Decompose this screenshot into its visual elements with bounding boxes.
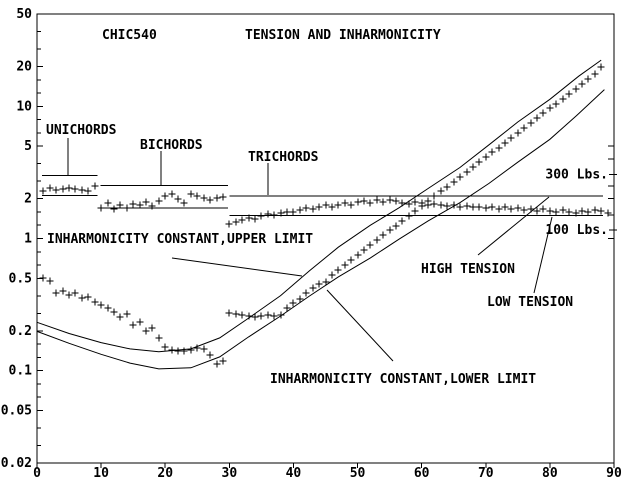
inharmonicity-lower-limit-curve <box>36 89 605 370</box>
x-axis-tick-label: 40 <box>286 466 302 480</box>
y-axis-tick-label: 10 <box>16 99 32 114</box>
upper-limit-label: INHARMONICITY CONSTANT,UPPER LIMIT <box>47 232 313 247</box>
x-axis-tick-label: 60 <box>414 466 430 480</box>
trichord-inharmonicity-points-markers <box>225 196 612 228</box>
x-axis-tick-label: 80 <box>542 466 558 480</box>
y-axis-tick-label: 1 <box>24 232 32 247</box>
y-axis-tick-label: 0.05 <box>1 403 32 418</box>
x-axis-tick-label: 90 <box>606 466 622 480</box>
y-axis-tick-label: 20 <box>16 60 32 75</box>
x-axis-tick-label: 20 <box>157 466 173 480</box>
inharmonicity-upper-limit-curve <box>36 59 602 353</box>
low-tension-label: LOW TENSION <box>487 295 573 310</box>
bichords-label: BICHORDS <box>140 138 203 153</box>
y-axis-tick-label: 0.5 <box>9 271 32 286</box>
tension-tick-label: 100 Lbs. <box>545 223 608 238</box>
inharmonicity-constant-points-markers <box>39 63 605 368</box>
y-axis-tick-label: 2 <box>24 192 32 207</box>
unichords-label: UNICHORDS <box>46 123 117 138</box>
lower-limit-label-pointer-line <box>326 289 394 362</box>
unichord-inharmonicity-points-markers <box>39 182 99 195</box>
upper-limit-label-pointer-line <box>171 257 303 277</box>
y-axis-tick-label: 0.1 <box>9 364 33 379</box>
x-axis-tick-label: 0 <box>33 466 41 480</box>
chic540-label: CHIC540 <box>102 28 157 43</box>
main-title: TENSION AND INHARMONICITY <box>245 28 441 43</box>
high-tension-label: HIGH TENSION <box>421 262 515 277</box>
y-axis-tick-label: 0.02 <box>1 456 32 471</box>
x-axis-tick-label: 10 <box>93 466 109 480</box>
tension-tick-label: 300 Lbs. <box>545 168 608 183</box>
low-tension-label-pointer-line <box>533 216 553 294</box>
trichords-label: TRICHORDS <box>248 150 319 165</box>
y-axis-tick-label: 5 <box>24 139 32 154</box>
y-axis-tick-label: 50 <box>16 7 32 22</box>
x-axis-tick-label: 70 <box>478 466 494 480</box>
x-axis-tick-label: 30 <box>222 466 238 480</box>
high-tension-label-pointer-line <box>477 196 550 256</box>
y-axis-tick-label: 0.2 <box>9 324 32 339</box>
bichord-inharmonicity-points-markers <box>97 190 227 213</box>
lower-limit-label: INHARMONICITY CONSTANT,LOWER LIMIT <box>270 372 536 387</box>
x-axis-tick-label: 50 <box>350 466 366 480</box>
